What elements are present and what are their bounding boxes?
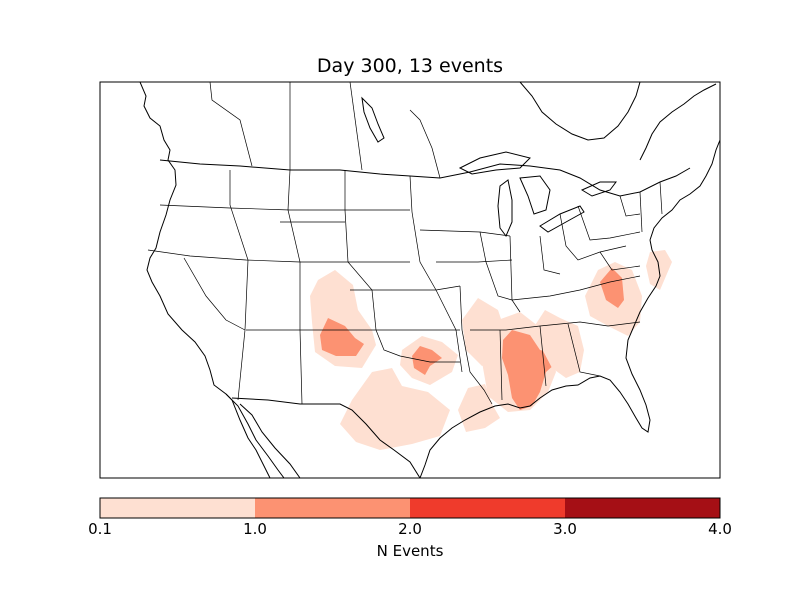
lake-michigan bbox=[497, 179, 513, 237]
canada-east-coastline bbox=[639, 83, 717, 161]
gulf-coastline bbox=[419, 239, 661, 478]
colorbar-label: N Events bbox=[376, 542, 444, 560]
sonora-coast bbox=[239, 403, 301, 478]
colorbar-tick-0: 0.1 bbox=[88, 520, 112, 538]
atlantic-coastline bbox=[649, 139, 720, 241]
colorbar-tick-1: 1.0 bbox=[243, 520, 267, 538]
lake-superior bbox=[458, 151, 531, 175]
louisiana-mississippi-region bbox=[502, 330, 564, 410]
hudson-bay-coastline bbox=[519, 82, 641, 141]
mexico-gulf-coast bbox=[225, 393, 285, 478]
alabama-georgia-region bbox=[532, 310, 584, 378]
us-canada-border bbox=[159, 159, 691, 197]
map-title: Day 300, 13 events bbox=[316, 55, 504, 77]
colorbar-segment-2 bbox=[410, 498, 565, 518]
panhandle-region bbox=[320, 318, 364, 356]
us-mexico-border bbox=[231, 397, 421, 478]
colorbar-segment-0 bbox=[100, 498, 255, 518]
colorbar-tick-4: 4.0 bbox=[708, 520, 732, 538]
colorbar-segment-3 bbox=[565, 498, 720, 518]
map-lines bbox=[139, 82, 720, 478]
lake-ontario bbox=[580, 181, 617, 197]
west-texas-region bbox=[340, 368, 450, 450]
central-oklahoma-region bbox=[412, 346, 442, 375]
lake-winnipeg bbox=[361, 96, 385, 143]
event-regions bbox=[310, 250, 672, 450]
east-texas-region bbox=[458, 384, 500, 432]
colorbar bbox=[100, 498, 720, 518]
colorbar-frame bbox=[99, 497, 721, 519]
west-coastline bbox=[139, 82, 271, 478]
lake-huron bbox=[519, 175, 551, 215]
colorbar-tick-3: 3.0 bbox=[553, 520, 577, 538]
north-carolina-region bbox=[600, 268, 624, 308]
lake-erie bbox=[539, 205, 585, 233]
map-frame bbox=[99, 81, 721, 479]
colorbar-segment-1 bbox=[255, 498, 410, 518]
colorbar-tick-2: 2.0 bbox=[398, 520, 422, 538]
state-boundaries bbox=[147, 82, 663, 405]
